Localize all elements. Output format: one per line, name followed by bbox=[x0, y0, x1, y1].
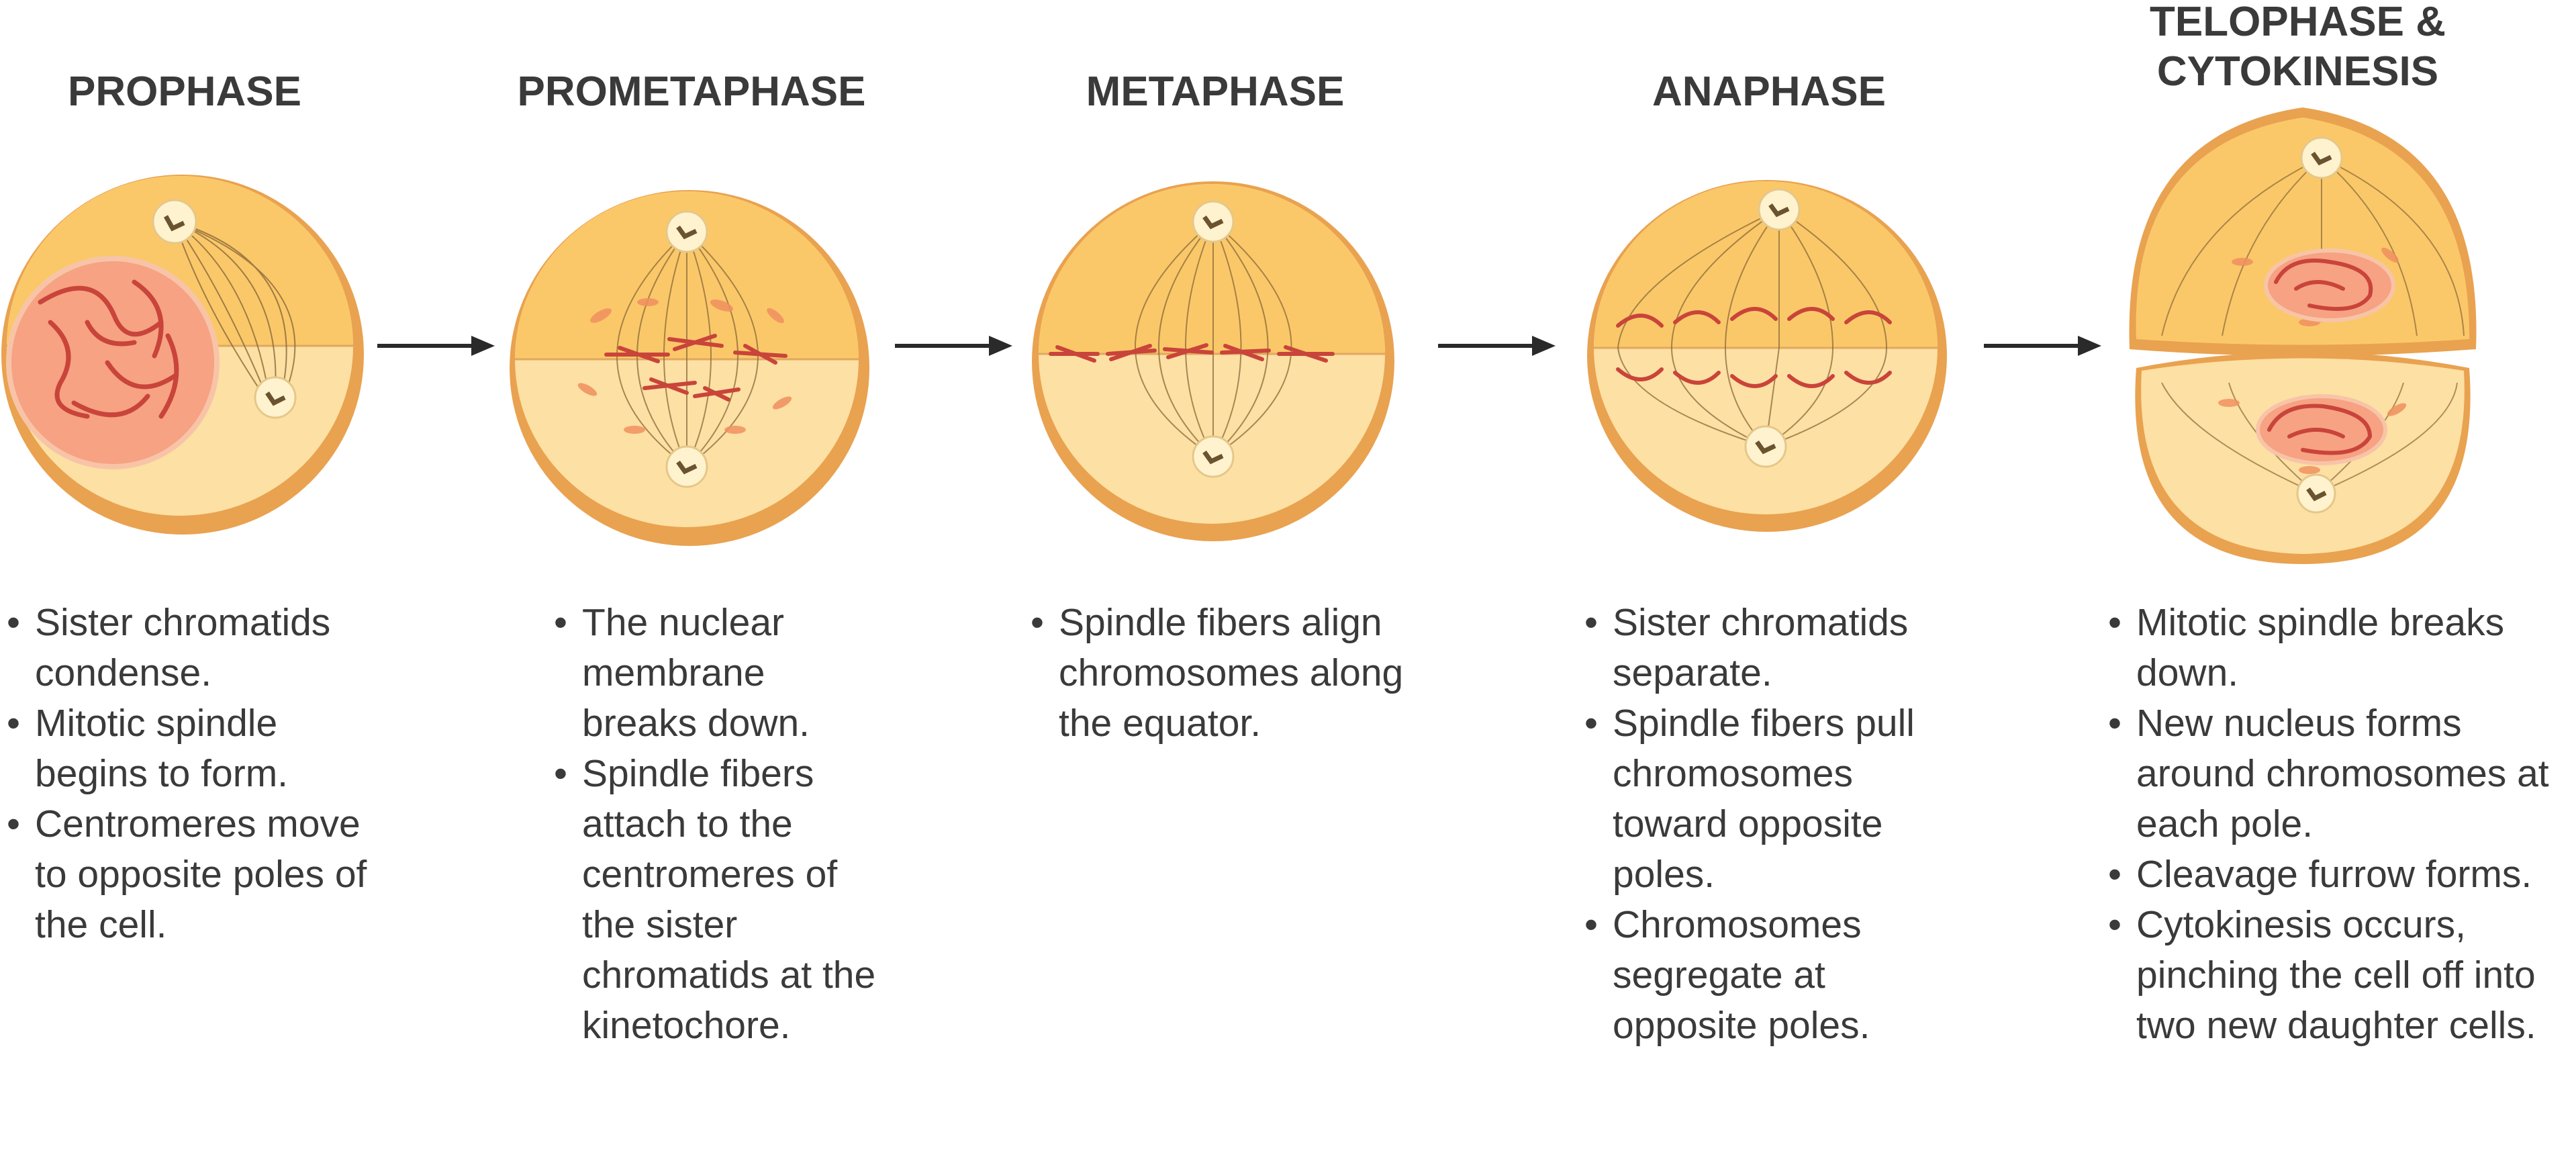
stage-prophase: PROPHASE Sister chromatids condense. Mit… bbox=[0, 0, 376, 1157]
telophase-cell-illustration bbox=[2129, 107, 2477, 564]
metaphase-cell-illustration bbox=[1032, 181, 1394, 541]
bullet-text: The nuclear membrane breaks down. bbox=[554, 598, 883, 749]
bullet-text: New nucleus forms around chromosomes at … bbox=[2108, 698, 2576, 849]
stage-anaphase: ANAPHASE Sister chromatids separate. Sp bbox=[1584, 0, 1960, 1157]
bullet-text: Cleavage furrow forms. bbox=[2108, 849, 2576, 900]
arrow-icon bbox=[895, 336, 1012, 356]
anaphase-description: Sister chromatids separate. Spindle fibe… bbox=[1584, 598, 1960, 1051]
anaphase-cell-illustration bbox=[1587, 180, 1947, 532]
bullet-text: Sister chromatids condense. bbox=[7, 598, 376, 698]
bullet-text: Spindle fibers align chromosomes along t… bbox=[1031, 598, 1406, 749]
centrosome-icon bbox=[152, 199, 197, 244]
stage-metaphase: METAPHASE Spindle fibers align chromosom… bbox=[1031, 0, 1406, 1157]
arrow-icon bbox=[1984, 336, 2101, 356]
prophase-description: Sister chromatids condense. Mitotic spin… bbox=[7, 598, 376, 950]
bullet-text: Spindle fibers attach to the centromeres… bbox=[554, 749, 883, 1051]
bullet-text: Cytokinesis occurs, pinching the cell of… bbox=[2108, 900, 2576, 1051]
prophase-cell-illustration bbox=[1, 175, 364, 535]
telophase-description: Mitotic spindle breaks down. New nucleus… bbox=[2108, 598, 2576, 1051]
stage-title-line1: TELOPHASE & bbox=[2150, 0, 2446, 45]
bullet-text: Mitotic spindle begins to form. bbox=[7, 698, 376, 799]
stage-prometaphase: PROMETAPHASE bbox=[507, 0, 883, 1157]
bullet-text: Centromeres move to opposite poles of th… bbox=[7, 799, 376, 950]
arrow-icon bbox=[377, 336, 495, 356]
stage-title: ANAPHASE bbox=[1652, 68, 1886, 115]
bullet-text: Spindle fibers pull chromosomes toward o… bbox=[1584, 698, 1960, 900]
stage-title: PROPHASE bbox=[68, 68, 301, 115]
metaphase-description: Spindle fibers align chromosomes along t… bbox=[1031, 598, 1406, 749]
bullet-text: Mitotic spindle breaks down. bbox=[2108, 598, 2576, 698]
prometaphase-cell-illustration bbox=[510, 190, 869, 546]
stage-title: METAPHASE bbox=[1086, 68, 1345, 115]
arrow-icon bbox=[1438, 336, 1556, 356]
prometaphase-description: The nuclear membrane breaks down. Spindl… bbox=[554, 598, 883, 1051]
bullet-text: Sister chromatids separate. bbox=[1584, 598, 1960, 698]
bullet-text: Chromosomes segregate at opposite poles. bbox=[1584, 900, 1960, 1051]
stage-title: PROMETAPHASE bbox=[517, 68, 866, 115]
stage-title-line2: CYTOKINESIS bbox=[2156, 48, 2439, 95]
stage-telophase-cytokinesis: TELOPHASE & CYTOKINESIS bbox=[2108, 0, 2576, 1157]
